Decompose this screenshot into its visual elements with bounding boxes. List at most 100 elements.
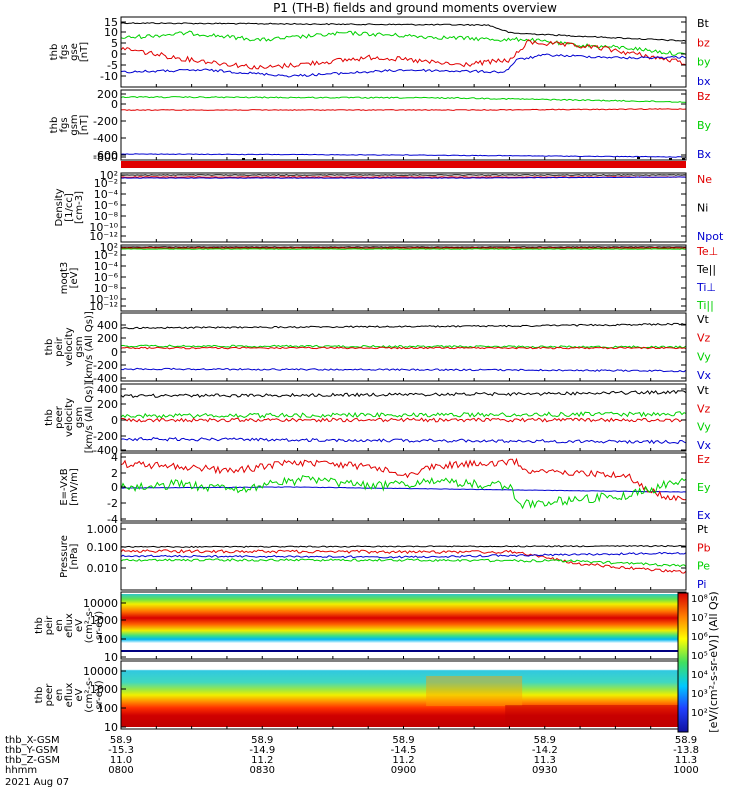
series-bz-gsm <box>121 109 686 111</box>
legend-entry: Te|| <box>696 263 716 276</box>
colorbar-gradient <box>678 593 688 732</box>
legend-entry: Ez <box>697 453 710 466</box>
y-axis-title-line: [eV] <box>69 268 80 289</box>
x-axis: thb_X-GSMthb_Y-GSMthb_Z-GSMhhmm58.9-15.3… <box>5 735 699 788</box>
x-axis-row-label: hhmm <box>5 765 37 776</box>
legend-entry: bx <box>697 75 711 88</box>
y-tick-label: 0 <box>111 98 118 111</box>
series-bz <box>121 40 686 69</box>
y-tick-label: 10000 <box>83 665 118 678</box>
electron-spectrogram-feature <box>426 676 522 706</box>
legend-entry: Vt <box>697 384 710 397</box>
legend-entry: Bt <box>697 17 710 30</box>
colorbar-tick-label: 10⁴ <box>691 670 708 681</box>
y-tick-label: 400 <box>97 383 118 396</box>
y-axis-title-line: sr-eV) <box>94 680 105 709</box>
legend-entry: Pi <box>697 578 706 591</box>
legend-entry: Ti⊥ <box>696 281 716 294</box>
y-axis-title-line: sr-eV) <box>94 611 105 640</box>
legend-entry: Vy <box>697 421 711 434</box>
colorbar-tick-label: 10⁵ <box>691 651 708 662</box>
legend-entry: Ni <box>697 202 708 215</box>
colorbar-tick-label: 10⁸ <box>691 594 708 605</box>
legend-entry: Ex <box>697 509 711 522</box>
gsm-red-band <box>121 161 686 168</box>
y-axis-title-line: [km/s (All Qs)] <box>84 311 95 383</box>
y-tick-label: 10 <box>104 651 118 664</box>
series-by-gsm <box>121 97 686 103</box>
y-axis-title-line: [cm-3] <box>74 191 85 224</box>
series-ni <box>121 175 686 176</box>
y-tick-label: -200 <box>93 359 118 372</box>
series-vz-e <box>121 418 686 422</box>
y-tick-label: -800 <box>93 151 118 164</box>
series-vt-e <box>121 391 686 398</box>
panel-density: 10²10⁻²10⁻⁴10⁻⁶10⁻⁸10⁻¹⁰10⁻¹²Density[1/c… <box>54 169 724 243</box>
y-tick-label: 10 <box>104 721 118 734</box>
series-vt <box>121 323 686 328</box>
panel-frame <box>121 245 686 311</box>
ion-spectrogram-lowband <box>121 650 686 652</box>
panel-temp: 10²10⁻²10⁻⁴10⁻⁶10⁻⁸10⁻¹⁰10⁻¹²moqt3[eV]Te… <box>59 241 718 313</box>
series-pi <box>121 552 686 558</box>
colorbar-tick-label: 10⁷ <box>691 613 708 624</box>
y-tick-label: 200 <box>97 332 118 345</box>
legend-entry: Ti|| <box>696 299 714 312</box>
series-bx <box>121 54 686 77</box>
y-tick-label: 10⁻¹² <box>89 300 118 313</box>
panel-frame <box>121 17 686 87</box>
series-pe <box>121 559 686 567</box>
panel-frame <box>121 173 686 242</box>
y-tick-label: 1.000 <box>87 523 119 536</box>
x-axis-value: 1000 <box>673 765 698 776</box>
series-vx-e <box>121 438 686 444</box>
y-tick-label: -200 <box>93 430 118 443</box>
y-axis-title-line: [nT] <box>79 42 90 62</box>
y-tick-label: 0 <box>111 481 118 494</box>
legend-entry: Vz <box>697 332 711 345</box>
x-axis-value: 0930 <box>532 765 557 776</box>
legend-entry: Vx <box>697 439 712 452</box>
y-axis-title-line: [nT] <box>79 115 90 135</box>
series-ey <box>121 476 686 508</box>
legend-entry: Ey <box>697 481 711 494</box>
series-pt <box>121 546 686 548</box>
legend-entry: Pb <box>697 541 711 554</box>
legend-entry: Vy <box>697 350 711 363</box>
legend-entry: bz <box>697 36 710 49</box>
colorbar-tick-label: 10⁶ <box>691 632 708 643</box>
x-axis-value: 0830 <box>250 765 275 776</box>
legend-entry: Ne <box>697 173 712 186</box>
y-tick-label: -200 <box>93 115 118 128</box>
legend-entry: Vt <box>697 313 710 326</box>
colorbar-label: [eV/(cm²-s-sr-eV)] (All Qs) <box>707 591 720 732</box>
gsm-dropout-mark <box>637 157 640 159</box>
legend-entry: Vz <box>697 402 711 415</box>
series-bx-gsm <box>121 154 686 157</box>
y-axis-title-line: [nPa] <box>69 543 80 569</box>
series-vx <box>121 368 686 371</box>
y-axis-title-line: [mV/m] <box>69 468 80 506</box>
legend-entry: Te⊥ <box>696 245 718 258</box>
legend-entry: Npot <box>697 230 724 243</box>
legend-entry: Bx <box>697 148 712 161</box>
x-axis-date: 2021 Aug 07 <box>5 777 69 788</box>
electron-spectrogram-feature <box>505 705 686 727</box>
colorbar-tick-label: 10³ <box>691 689 708 700</box>
colorbar: 10⁸10⁷10⁶10⁵10⁴10³10²[eV/(cm²-s-sr-eV)] … <box>678 591 720 732</box>
legend-entry: Vx <box>697 369 712 382</box>
series-vy-e <box>121 412 686 418</box>
y-tick-label: 2 <box>111 467 118 480</box>
y-tick-label: -2 <box>107 497 118 510</box>
plot-title: P1 (TH-B) fields and ground moments over… <box>273 1 557 15</box>
y-tick-label: 400 <box>97 319 118 332</box>
